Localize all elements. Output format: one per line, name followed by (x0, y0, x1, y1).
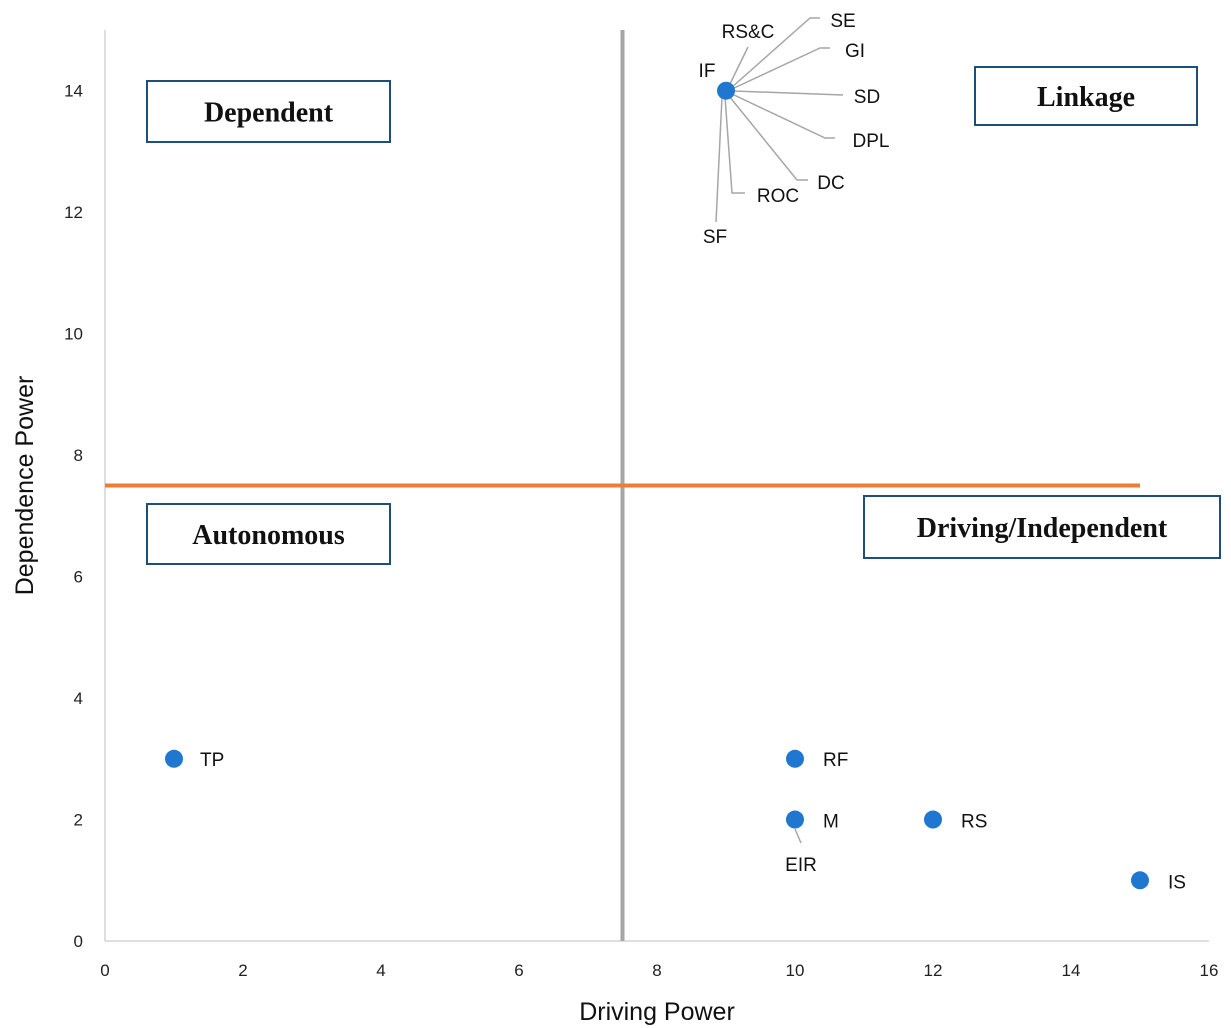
quadrant-label-dependent: Dependent (146, 80, 391, 143)
leader-line-dpl (731, 93, 835, 139)
data-point-rf (786, 749, 804, 768)
leader-line-dc (728, 95, 808, 181)
x-tick-label: 16 (1200, 961, 1219, 980)
leader-line-sd (732, 90, 844, 96)
quadrant-box (146, 503, 391, 565)
x-tick-label: 0 (100, 961, 109, 980)
x-tick-label: 10 (786, 961, 805, 980)
y-tick-label: 6 (74, 568, 83, 587)
leader-line-se (730, 17, 820, 89)
data-point-if (717, 81, 735, 100)
x-tick-label: 2 (238, 961, 247, 980)
point-label-rs: RS (961, 812, 987, 833)
data-point-tp (165, 749, 183, 768)
reference-lines (105, 30, 1140, 941)
leader-line-gi (731, 47, 830, 90)
quadrant-label-autonomous: Autonomous (146, 503, 391, 565)
quadrant-label-text: Dependent (204, 98, 334, 129)
quadrant-box (146, 80, 391, 143)
point-label-dc: DC (817, 173, 844, 194)
y-tick-label: 14 (64, 82, 83, 101)
point-label-if: IF (699, 61, 716, 82)
quadrant-label-text: Driving/Independent (917, 513, 1168, 544)
x-tick-label: 4 (376, 961, 385, 980)
quadrant-label-text: Autonomous (192, 520, 345, 551)
tick-labels: 0 2 4 6 8 10 12 14 16 0 2 4 6 8 10 12 14 (64, 82, 1218, 980)
x-tick-label: 6 (514, 961, 523, 980)
point-label-se: SE (830, 11, 855, 32)
point-label-roc: ROC (757, 186, 799, 207)
point-label-rs-c: RS&C (722, 22, 775, 43)
quadrant-label-driving-independent: Driving/Independent (863, 495, 1221, 559)
point-label-gi: GI (845, 41, 865, 62)
x-axis-title: Driving Power (579, 998, 735, 1026)
y-tick-label: 10 (64, 325, 83, 344)
data-point-rs (924, 810, 942, 829)
point-label-is: IS (1168, 872, 1186, 893)
y-axis-title: Dependence Power (11, 376, 39, 596)
quadrant-label-text: Linkage (1037, 82, 1135, 113)
quadrant-labels: Dependent Linkage Autonomous Driving/Indepe… (146, 66, 1221, 565)
point-label-eir: EIR (785, 855, 817, 876)
leader-line-rs-c (727, 46, 749, 89)
leader-lines (715, 17, 844, 844)
data-point-m (786, 810, 804, 829)
y-tick-label: 8 (74, 446, 83, 465)
y-tick-label: 0 (74, 932, 83, 951)
leader-line-roc (724, 96, 745, 194)
point-label-tp: TP (200, 750, 224, 771)
y-tick-label: 4 (74, 689, 83, 708)
x-tick-label: 14 (1062, 961, 1081, 980)
point-label-dpl: DPL (853, 131, 890, 152)
quadrant-box (863, 495, 1221, 559)
x-tick-label: 8 (652, 961, 661, 980)
point-label-rf: RF (823, 750, 848, 771)
y-tick-label: 2 (74, 811, 83, 830)
data-point-is (1131, 871, 1149, 890)
point-labels: TP RF M EIR RS IS IF RS&C SE GI SD DPL DC ROC SF (200, 11, 1186, 893)
x-tick-label: 12 (924, 961, 943, 980)
leader-line-eir (794, 828, 802, 844)
point-label-m: M (823, 812, 839, 833)
quadrant-box (974, 66, 1198, 126)
y-tick-label: 12 (64, 203, 83, 222)
point-label-sf: SF (703, 227, 727, 248)
point-label-sd: SD (854, 87, 880, 108)
data-points (165, 81, 1149, 890)
quadrant-label-linkage: Linkage (974, 66, 1198, 126)
leader-line-sf (715, 96, 723, 223)
